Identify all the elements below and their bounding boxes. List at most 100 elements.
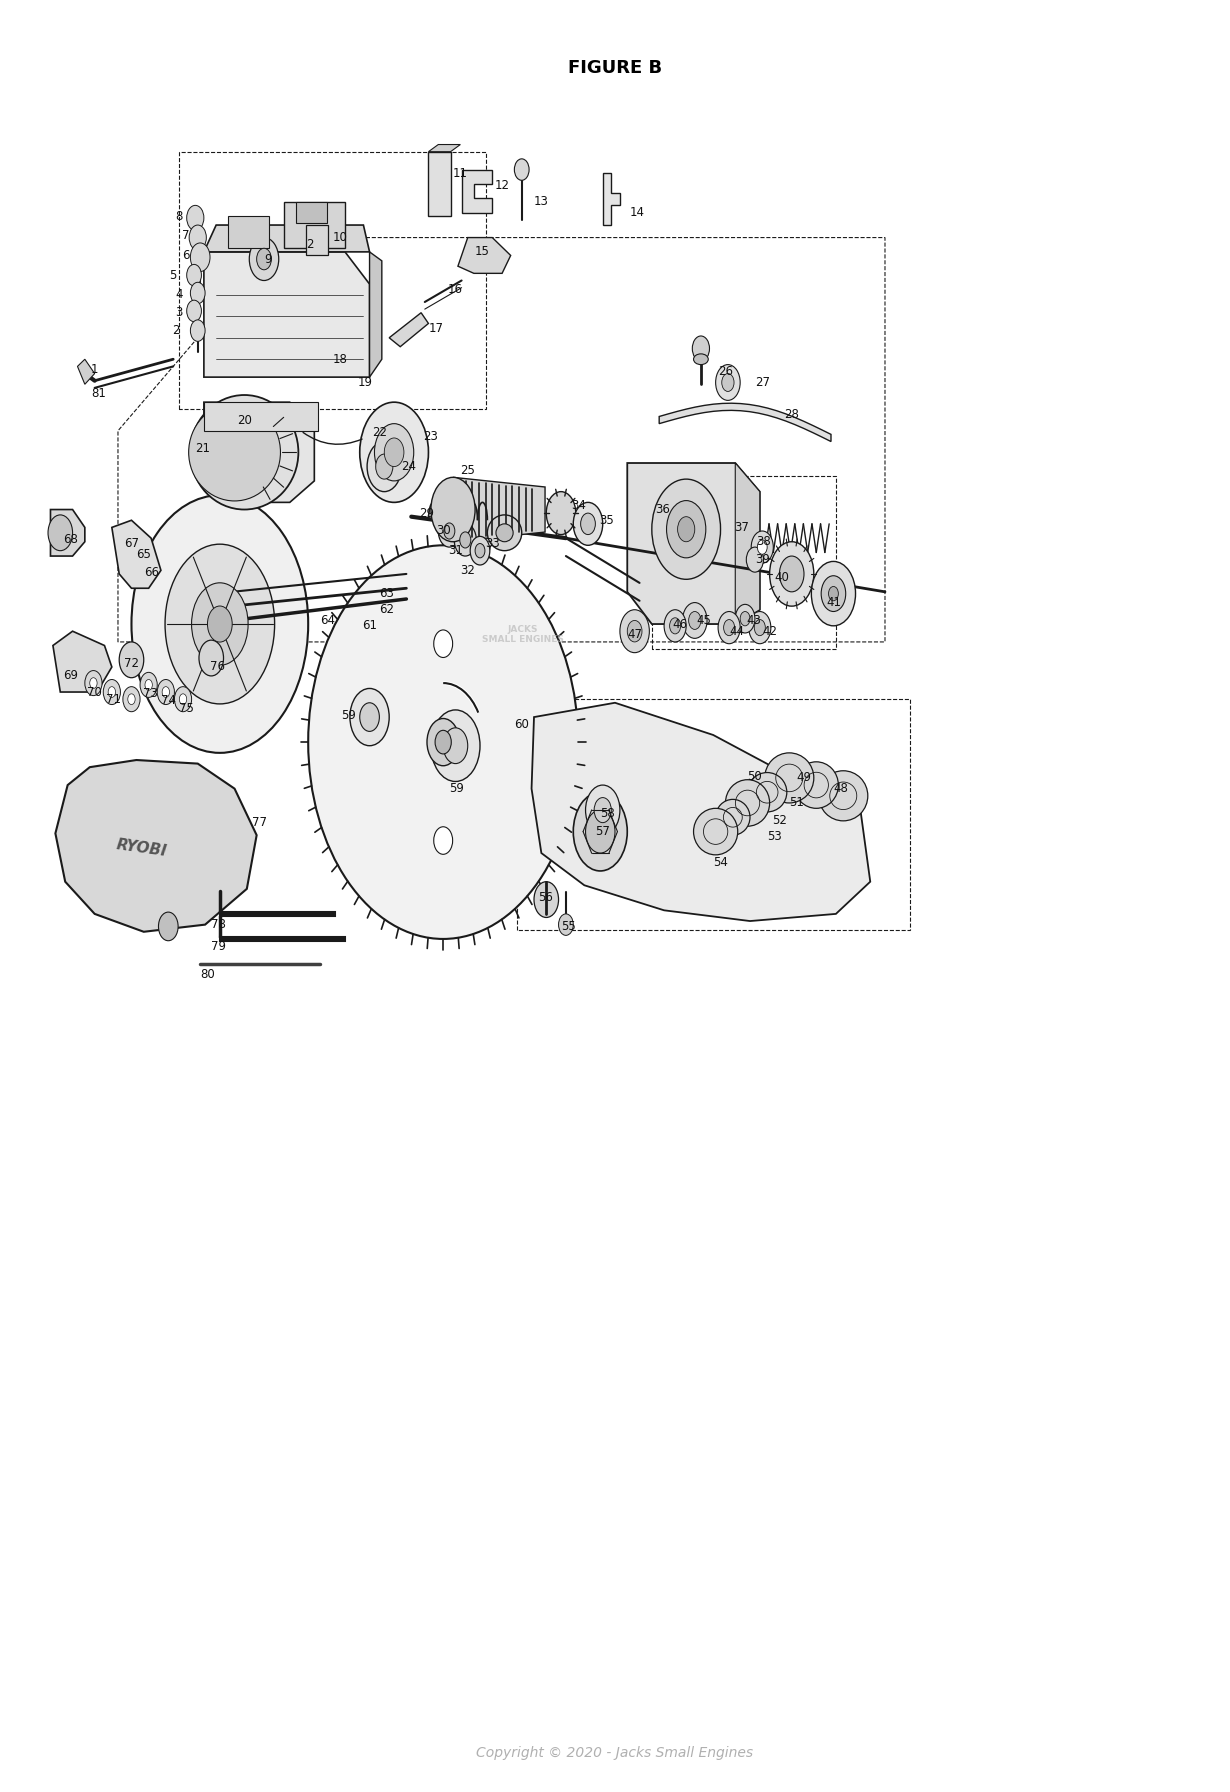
Circle shape — [534, 882, 558, 918]
Circle shape — [189, 226, 207, 251]
Circle shape — [157, 679, 175, 704]
Text: RYOBI: RYOBI — [114, 837, 167, 858]
Text: 2: 2 — [306, 238, 314, 251]
Circle shape — [430, 710, 480, 781]
Circle shape — [752, 530, 774, 563]
Polygon shape — [296, 202, 327, 224]
Polygon shape — [112, 520, 161, 588]
Text: 29: 29 — [418, 507, 434, 520]
Text: 30: 30 — [435, 525, 450, 538]
Text: 76: 76 — [210, 661, 225, 674]
Circle shape — [514, 159, 529, 181]
Circle shape — [723, 620, 734, 636]
Polygon shape — [458, 238, 510, 274]
Circle shape — [573, 792, 627, 871]
Text: 45: 45 — [696, 615, 711, 627]
Circle shape — [443, 728, 467, 763]
Text: 47: 47 — [627, 629, 642, 642]
Text: 34: 34 — [571, 500, 585, 513]
Circle shape — [780, 556, 804, 591]
Text: 7: 7 — [182, 229, 189, 242]
Circle shape — [585, 785, 620, 835]
Circle shape — [689, 611, 701, 629]
Text: 42: 42 — [763, 625, 777, 638]
Polygon shape — [461, 170, 492, 213]
Polygon shape — [389, 314, 428, 346]
Circle shape — [175, 686, 192, 711]
Circle shape — [736, 604, 755, 633]
Text: 71: 71 — [106, 694, 121, 706]
Circle shape — [454, 523, 476, 556]
Circle shape — [191, 244, 210, 272]
Text: 10: 10 — [333, 231, 348, 244]
Text: 9: 9 — [264, 253, 272, 265]
Circle shape — [683, 602, 707, 638]
Circle shape — [620, 609, 649, 652]
Text: 15: 15 — [475, 246, 490, 258]
Circle shape — [434, 631, 453, 658]
Text: 79: 79 — [212, 939, 226, 953]
Text: 16: 16 — [448, 283, 464, 296]
Text: 35: 35 — [599, 514, 614, 527]
Text: 6: 6 — [182, 249, 189, 262]
Circle shape — [822, 575, 846, 611]
Circle shape — [140, 672, 157, 697]
Text: 28: 28 — [785, 409, 800, 421]
Circle shape — [187, 206, 204, 231]
Circle shape — [434, 826, 453, 855]
Circle shape — [812, 561, 856, 625]
Circle shape — [718, 611, 740, 643]
Text: 63: 63 — [379, 588, 395, 600]
Circle shape — [187, 265, 202, 287]
Circle shape — [664, 609, 686, 642]
Text: 3: 3 — [176, 306, 183, 319]
Circle shape — [309, 545, 578, 939]
Polygon shape — [204, 226, 369, 253]
Text: 25: 25 — [460, 464, 475, 477]
Polygon shape — [603, 174, 620, 226]
Text: 57: 57 — [595, 824, 610, 839]
Ellipse shape — [694, 353, 708, 364]
Text: 11: 11 — [453, 167, 467, 179]
Text: 26: 26 — [718, 366, 733, 378]
Polygon shape — [220, 937, 344, 941]
Ellipse shape — [716, 799, 750, 835]
Polygon shape — [306, 226, 328, 256]
Text: 41: 41 — [827, 597, 841, 609]
Text: 77: 77 — [252, 815, 267, 830]
Text: 60: 60 — [514, 719, 529, 731]
Circle shape — [722, 373, 734, 391]
Circle shape — [359, 702, 379, 731]
Polygon shape — [453, 477, 545, 541]
Polygon shape — [204, 401, 315, 502]
Text: 36: 36 — [656, 504, 670, 516]
Circle shape — [667, 500, 706, 557]
Polygon shape — [204, 401, 319, 430]
Text: 80: 80 — [200, 968, 215, 982]
Ellipse shape — [430, 477, 475, 541]
Circle shape — [132, 495, 309, 753]
Text: Copyright © 2020 - Jacks Small Engines: Copyright © 2020 - Jacks Small Engines — [476, 1745, 754, 1760]
Circle shape — [460, 532, 471, 548]
Circle shape — [145, 679, 153, 690]
Circle shape — [678, 516, 695, 541]
Text: 33: 33 — [485, 538, 499, 550]
Circle shape — [427, 719, 459, 765]
Circle shape — [747, 547, 764, 572]
Circle shape — [475, 543, 485, 557]
Text: 56: 56 — [538, 891, 552, 905]
Text: 68: 68 — [63, 534, 77, 547]
Text: 2: 2 — [172, 324, 180, 337]
Text: 32: 32 — [460, 564, 475, 577]
Ellipse shape — [191, 394, 299, 509]
Circle shape — [374, 423, 413, 480]
Text: 52: 52 — [772, 814, 787, 828]
Ellipse shape — [487, 514, 522, 550]
Text: 64: 64 — [321, 615, 336, 627]
Text: 12: 12 — [494, 179, 509, 192]
Text: 43: 43 — [747, 615, 761, 627]
Circle shape — [470, 536, 490, 564]
Ellipse shape — [726, 780, 770, 826]
Text: 37: 37 — [734, 521, 749, 534]
Circle shape — [208, 606, 232, 642]
